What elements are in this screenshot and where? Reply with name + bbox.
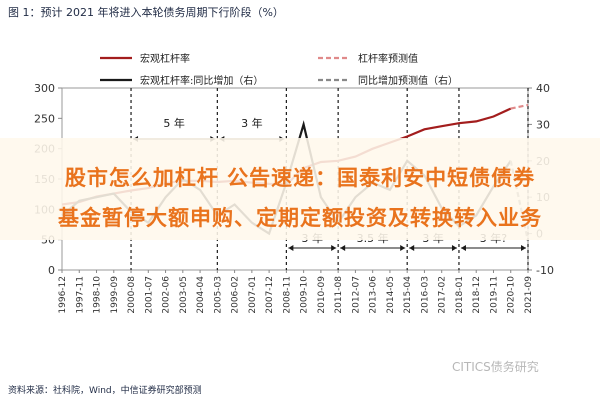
series-line [510, 103, 529, 110]
x-tick-label: 2018-12 [472, 276, 482, 314]
x-tick-label: 2018-01 [455, 276, 465, 314]
watermark: CITICS债务研究 [452, 360, 539, 374]
y-right-tick-label: -10 [536, 264, 554, 277]
x-tick-label: 2015-04 [403, 276, 413, 314]
phase-arrowhead-right [331, 245, 337, 251]
x-tick-label: 2007-12 [265, 276, 275, 314]
phase-arrowhead-right [521, 245, 526, 251]
phase-arrowhead-left [288, 245, 294, 251]
y-left-tick-label: 250 [34, 112, 55, 125]
chart-title: 图 1：预计 2021 年将进入本轮债务周期下行阶段（%） [8, 6, 284, 19]
x-tick-label: 2005-03 [213, 276, 223, 314]
x-tick-label: 2004-04 [196, 276, 206, 314]
x-tick-label: 2016-03 [420, 276, 430, 314]
x-tick-label: 2008-11 [282, 276, 292, 314]
x-tick-label: 1999-09 [110, 276, 120, 314]
legend-label: 同比增加预测值（右） [358, 74, 458, 87]
phase-arrowhead-left [340, 245, 346, 251]
x-tick-label: 1998-10 [93, 276, 103, 314]
x-tick-label: 2019-11 [489, 276, 499, 314]
x-tick-label: 2020-10 [507, 276, 517, 314]
headline-banner [0, 138, 600, 240]
x-tick-label: 2007-01 [248, 276, 258, 314]
y-left-tick-label: 300 [34, 82, 55, 95]
chart-source: 资料来源：社科院，Wind，中信证券研究部预测 [8, 386, 202, 396]
x-tick-label: 2000-08 [127, 276, 137, 314]
y-left-tick-label: 0 [48, 264, 55, 277]
x-tick-label: 1996-12 [58, 276, 68, 314]
y-right-tick-label: 30 [536, 118, 550, 131]
x-tick-label: 2006-02 [231, 276, 241, 314]
phase-arrowhead-right [400, 245, 406, 251]
x-tick-label: 1997-11 [75, 276, 85, 314]
x-tick-label: 2010-09 [317, 276, 327, 314]
x-tick-label: 2011-08 [334, 276, 344, 314]
x-tick-label: 2003-05 [179, 276, 189, 314]
x-tick-label: 2021-09 [524, 276, 534, 314]
headline-line-2: 基金暂停大额申购、定期定额投资及转换转入业务 [58, 206, 542, 230]
phase-arrowhead-left [460, 245, 466, 251]
headline-line-1: 股市怎么加杠杆 公告速递：国泰利安中短债债券 [64, 166, 536, 190]
phase-label: 3 年 [241, 116, 263, 130]
x-tick-label: 2002-06 [162, 276, 172, 314]
x-tick-label: 2012-07 [351, 276, 361, 314]
x-tick-label: 2013-06 [369, 276, 379, 314]
x-tick-label: 2017-02 [438, 276, 448, 314]
legend-label: 杠杆率预测值 [358, 52, 418, 65]
phase-arrowhead-right [451, 245, 457, 251]
phase-arrowhead-left [409, 245, 415, 251]
legend-label: 宏观杠杆率 [140, 52, 190, 65]
x-tick-label: 2014-05 [386, 276, 396, 314]
x-tick-label: 2009-10 [300, 276, 310, 314]
legend-label: 宏观杠杆率:同比增加（右） [140, 74, 263, 87]
y-right-tick-label: 40 [536, 82, 550, 95]
x-tick-label: 2001-07 [144, 276, 154, 314]
phase-label: 5 年 [163, 116, 185, 130]
